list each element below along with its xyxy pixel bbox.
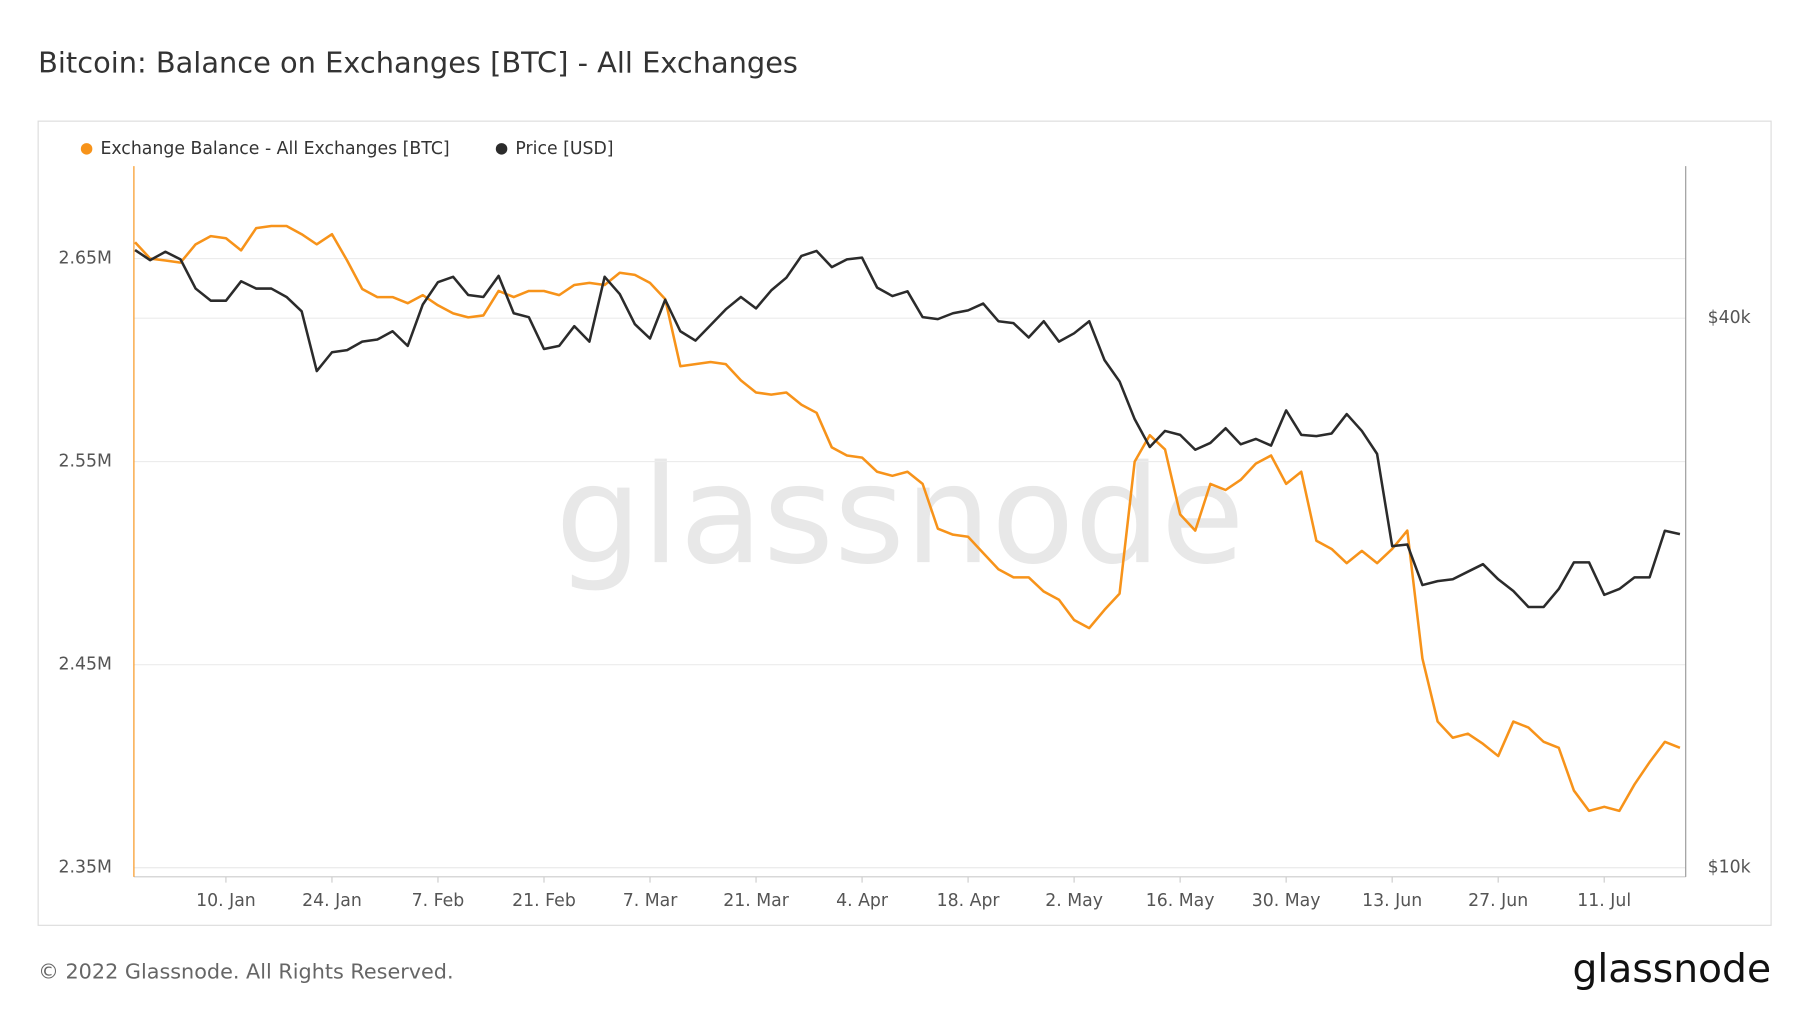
x-tick-label: 27. Jun: [1468, 891, 1528, 911]
chart-frame: [37, 120, 1772, 926]
legend-label: Exchange Balance - All Exchanges [BTC]: [100, 139, 449, 159]
x-tick-label: 4. Apr: [836, 891, 889, 911]
x-tick-label: 11. Jul: [1577, 891, 1631, 911]
series-line: [134, 224, 1681, 813]
chart-title: Bitcoin: Balance on Exchanges [BTC] - Al…: [38, 46, 798, 80]
x-tick-label: 30. May: [1252, 891, 1321, 911]
x-tick-label: 21. Mar: [723, 891, 790, 911]
x-tick-label: 2. May: [1045, 891, 1103, 911]
x-tick-label: 10. Jan: [196, 891, 256, 911]
x-tick-label: 13. Jun: [1362, 891, 1422, 911]
watermark: glassnode: [555, 437, 1244, 595]
x-tick-label: 21. Feb: [512, 891, 576, 911]
series-line: [134, 248, 1681, 609]
y-tick-label: 2.55M: [59, 452, 112, 472]
x-tick-label: 16. May: [1146, 891, 1215, 911]
x-tick-label: 24. Jan: [302, 891, 362, 911]
x-tick-label: 18. Apr: [937, 891, 1001, 911]
legend-marker: [80, 143, 93, 155]
y-tick-label: 2.35M: [59, 858, 112, 878]
y2-tick-label: $10k: [1708, 858, 1751, 878]
y-tick-label: 2.65M: [59, 249, 112, 269]
y-tick-label: 2.45M: [59, 655, 112, 675]
x-tick-label: 7. Mar: [623, 891, 679, 911]
x-tick-label: 7. Feb: [412, 891, 465, 911]
logo: glassnode: [1573, 947, 1772, 992]
legend-label: Price [USD]: [515, 139, 613, 159]
legend-marker: [495, 143, 508, 155]
y2-tick-label: $40k: [1708, 308, 1751, 328]
copyright: © 2022 Glassnode. All Rights Reserved.: [38, 960, 453, 984]
